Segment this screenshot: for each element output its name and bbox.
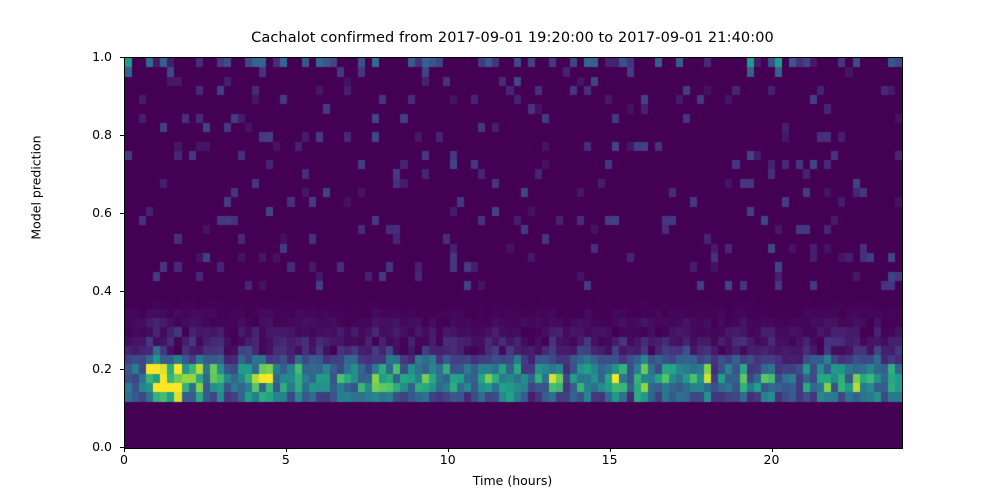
y-tick-mark [120,291,124,292]
y-tick-mark [120,447,124,448]
y-tick-text: 1.0 [92,49,112,64]
y-tick-text: 0.8 [92,127,112,142]
x-axis-label: Time (hours) [472,473,553,488]
x-tick-label: 20 [763,452,780,467]
y-axis-label: Model prediction [28,135,44,240]
x-tick-mark [771,448,773,452]
x-tick-label: 10 [439,452,456,467]
heatmap-plot-area [124,57,903,449]
x-tick-mark [447,448,449,452]
y-tick-text: 0.6 [92,205,112,220]
page-title: Cachalot confirmed from 2017-09-01 19:20… [251,30,774,46]
y-tick-text: 0.0 [92,439,112,454]
y-tick-label: 0.0 [66,439,112,454]
x-tick-mark [609,448,611,452]
y-tick-mark [120,369,124,370]
x-tick-label: 5 [281,452,290,467]
y-tick-label: 0.6 [66,205,112,220]
y-tick-text: 0.4 [92,283,112,298]
x-tick-mark [124,448,125,452]
x-tick-mark [285,448,287,452]
y-tick-label: 0.2 [66,361,112,376]
x-tick-label: 0 [120,452,128,467]
y-tick-label: 1.0 [66,49,112,64]
heatmap-image [125,58,902,448]
y-tick-mark [120,213,124,214]
y-tick-mark [120,135,124,136]
y-tick-text: 0.2 [92,361,112,376]
y-tick-label: 0.8 [66,127,112,142]
x-tick-label: 15 [601,452,618,467]
y-tick-mark [120,57,124,58]
y-tick-label: 0.4 [66,283,112,298]
